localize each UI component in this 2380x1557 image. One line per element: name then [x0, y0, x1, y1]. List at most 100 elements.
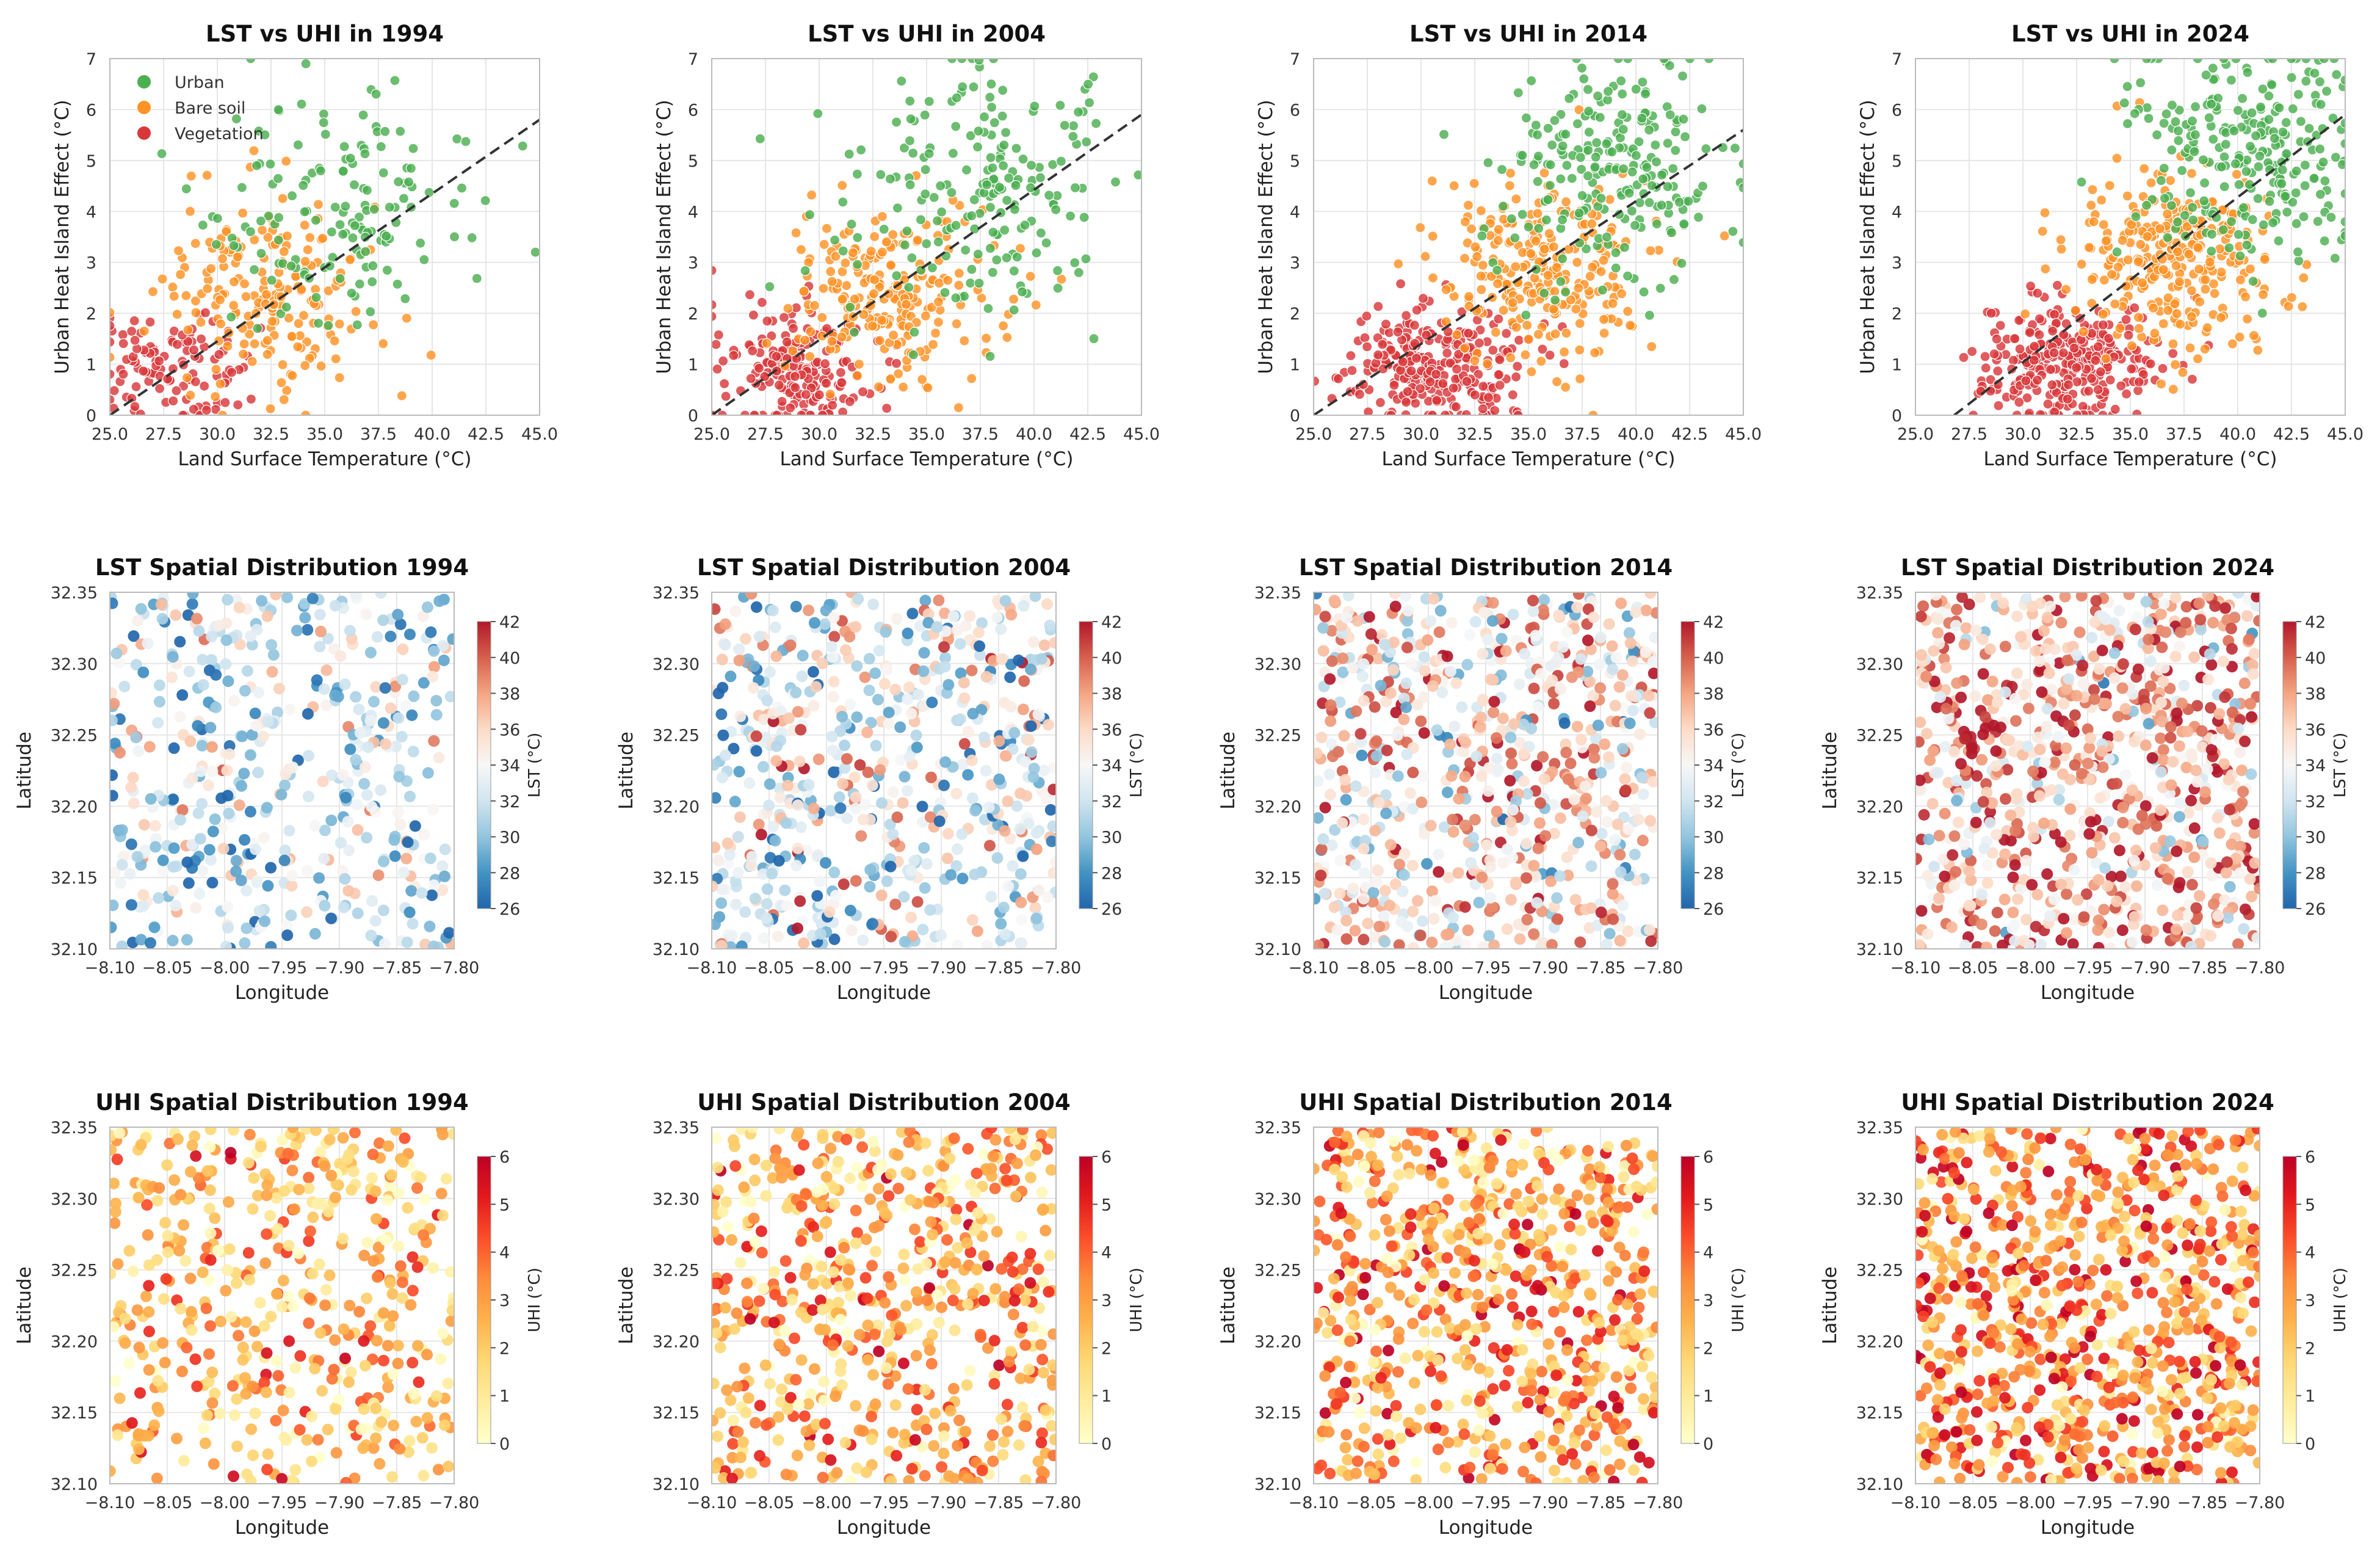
map-point — [342, 885, 355, 897]
map-point — [148, 921, 161, 934]
map-point — [1005, 609, 1018, 621]
point-urban — [2129, 108, 2140, 119]
map-point — [1492, 763, 1504, 775]
map-point — [826, 651, 839, 663]
map-point — [1366, 644, 1378, 656]
map-point — [861, 727, 874, 738]
map-point — [779, 884, 791, 896]
map-point — [184, 735, 197, 747]
point-urban — [1088, 333, 1099, 344]
point-urban — [2130, 211, 2141, 222]
point-urban — [1597, 285, 1608, 296]
map-point — [1532, 701, 1544, 713]
map-point — [1585, 860, 1597, 873]
y-tick-label: 32.35 — [653, 584, 700, 603]
map-point — [392, 609, 404, 621]
point-bare-soil — [2110, 299, 2121, 310]
map-point — [183, 666, 195, 678]
map-point — [855, 830, 867, 842]
map-point — [950, 860, 963, 872]
map-point — [938, 641, 950, 653]
map-point — [1444, 738, 1456, 750]
map-point — [223, 740, 236, 752]
map-point — [1050, 856, 1056, 868]
point-urban — [1594, 112, 1605, 123]
map-point — [401, 936, 413, 948]
map-point — [981, 940, 993, 949]
map-point — [1358, 813, 1370, 826]
map-point — [1329, 824, 1341, 836]
point-urban — [1068, 120, 1079, 131]
point-vegetation — [1558, 358, 1569, 369]
point-vegetation — [800, 389, 811, 400]
map-point — [396, 731, 408, 742]
map-point — [1314, 939, 1325, 949]
map-point — [796, 670, 808, 683]
map-point — [366, 800, 378, 813]
map-point — [716, 772, 728, 783]
point-vegetation — [1386, 344, 1397, 355]
map-point — [285, 909, 297, 921]
point-urban — [1617, 89, 1628, 100]
map-point — [758, 713, 770, 725]
map-point — [1418, 691, 1430, 703]
map-point — [1015, 896, 1027, 909]
map-point — [1346, 742, 1358, 755]
x-tick-label: −7.95 — [859, 959, 910, 978]
map-point — [1429, 895, 1441, 907]
map-point — [1393, 939, 1405, 949]
map-point — [753, 818, 765, 830]
point-urban — [2315, 189, 2326, 200]
point-bare-soil — [1574, 373, 1586, 385]
point-urban — [951, 92, 962, 103]
point-urban — [2174, 104, 2185, 115]
point-bare-soil — [2037, 226, 2048, 237]
colorbar-tick-label: 26 — [1703, 900, 1724, 919]
point-bare-soil — [1030, 299, 1041, 311]
map-point — [772, 931, 784, 943]
point-bare-soil — [912, 234, 923, 245]
map-point — [766, 868, 778, 880]
map-point — [156, 612, 168, 625]
panel-title: LST vs UHI in 2024 — [2011, 21, 2249, 47]
legend-label: Urban — [175, 73, 225, 92]
point-urban — [1025, 160, 1037, 171]
map-points — [712, 592, 1056, 949]
point-bare-soil — [262, 349, 273, 360]
point-urban — [875, 169, 886, 180]
point-urban — [1016, 286, 1028, 297]
point-urban — [906, 252, 917, 263]
map-point — [196, 797, 208, 810]
point-vegetation — [776, 396, 787, 407]
map-point — [819, 618, 831, 630]
map-point — [905, 708, 917, 720]
map-point — [1506, 824, 1518, 837]
map-point — [863, 684, 875, 697]
x-tick-label: 37.5 — [2166, 425, 2202, 444]
map-point — [732, 830, 744, 843]
point-urban — [837, 245, 848, 256]
map-point — [722, 858, 734, 870]
map-point — [919, 882, 931, 894]
point-bare-soil — [1475, 205, 1486, 216]
point-urban — [354, 278, 365, 289]
point-urban — [2207, 63, 2218, 74]
map-point — [1416, 796, 1428, 808]
map-point — [808, 700, 820, 712]
point-urban — [1601, 231, 1612, 242]
point-urban — [2219, 151, 2230, 162]
map-point — [922, 617, 935, 629]
point-urban — [1035, 172, 1046, 183]
map-point — [840, 644, 852, 656]
point-urban — [899, 239, 911, 250]
point-vegetation — [1450, 401, 1461, 412]
point-urban — [367, 260, 378, 271]
map-point — [222, 675, 234, 688]
x-tick-label: −7.80 — [1031, 959, 1082, 978]
map-point — [761, 694, 773, 706]
point-urban — [1549, 115, 1560, 126]
point-vegetation — [2049, 309, 2060, 320]
point-bare-soil — [799, 335, 811, 346]
point-bare-soil — [790, 227, 801, 238]
map-point — [848, 771, 861, 783]
